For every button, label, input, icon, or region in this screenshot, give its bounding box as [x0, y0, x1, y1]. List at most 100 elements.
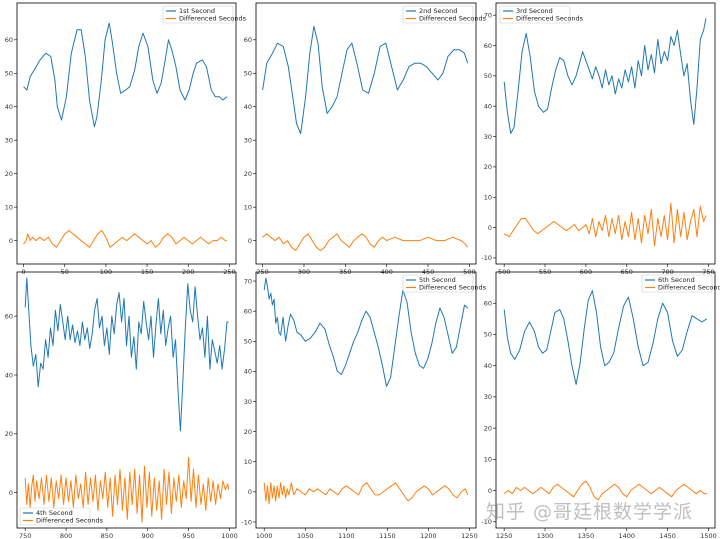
- series-line-signal: [263, 277, 469, 387]
- x-tick-label: 1000: [256, 532, 273, 539]
- legend-label: Differenced Seconds: [179, 15, 247, 23]
- y-tick-label: 70: [484, 11, 492, 19]
- subplot-4: 750 800 850 900 950 1000 0 20 40 60 4th SecondDiff…: [5, 271, 238, 539]
- y-tick-label: -10: [241, 518, 252, 526]
- y-tick-label: 10: [484, 456, 492, 464]
- series-line-signal: [24, 277, 229, 432]
- y-tick-label: 30: [244, 398, 252, 406]
- legend-label: Differenced Seconds: [36, 517, 104, 525]
- x-tick-label: 1000: [221, 532, 238, 539]
- y-tick-label: 0: [9, 489, 13, 497]
- legend-label: 2nd Second: [419, 7, 457, 15]
- y-tick-label: 20: [484, 163, 492, 171]
- watermark: 知乎 @哥廷根数学学派: [486, 501, 694, 523]
- y-tick-label: 10: [244, 203, 252, 211]
- axes-frame: [16, 271, 237, 529]
- y-tick-label: 0: [248, 237, 252, 245]
- y-tick-label: 50: [244, 338, 252, 346]
- legend-box: [19, 507, 91, 526]
- x-tick-label: 950: [182, 532, 194, 539]
- x-tick-label: 1250: [461, 532, 478, 539]
- x-tick-label: 1450: [659, 532, 676, 539]
- x-tick-label: 1200: [420, 532, 437, 539]
- legend-box: [499, 5, 571, 24]
- y-tick-label: 40: [484, 362, 492, 370]
- x-tick-label: 1400: [618, 532, 635, 539]
- y-tick-label: 20: [484, 424, 492, 432]
- legend-box: [641, 274, 713, 293]
- legend-box: [402, 5, 474, 24]
- y-tick-label: 40: [5, 103, 13, 111]
- legend-label: Differenced Seconds: [419, 284, 487, 292]
- axes-frame: [255, 2, 477, 265]
- series-line-differenced: [503, 202, 707, 247]
- y-tick-label: 50: [244, 70, 252, 78]
- y-tick-label: 40: [5, 371, 13, 379]
- y-tick-label: 30: [5, 136, 13, 144]
- legend-label: 4th Second: [36, 509, 73, 517]
- y-tick-label: 50: [5, 70, 13, 78]
- y-tick-label: 10: [5, 203, 13, 211]
- y-tick-label: 10: [484, 194, 492, 202]
- y-tick-label: 0: [248, 488, 252, 496]
- x-tick-label: 1300: [537, 532, 554, 539]
- series-line-signal: [503, 18, 707, 134]
- y-tick-label: 60: [244, 36, 252, 44]
- x-tick-label: 1350: [578, 532, 595, 539]
- x-tick-label: 850: [101, 532, 113, 539]
- series-line-signal: [262, 25, 469, 134]
- x-tick-label: 800: [60, 532, 72, 539]
- y-tick-label: -10: [481, 254, 492, 262]
- x-tick-label: 1250: [496, 532, 513, 539]
- legend-label: 5th Second: [419, 276, 456, 284]
- y-tick-label: 60: [244, 307, 252, 315]
- series-line-signal: [23, 22, 228, 128]
- subplot-5: 1000 1050 1100 1150 1200 1250 -10 0 10 20 30 40 50 60…: [241, 271, 487, 539]
- series-line-differenced: [263, 482, 469, 505]
- y-tick-label: 0: [9, 237, 13, 245]
- legend-label: 3rd Second: [516, 7, 553, 15]
- y-tick-label: 0: [488, 224, 492, 232]
- legend-label: Differenced Seconds: [516, 15, 584, 23]
- legend-label: 1st Second: [179, 7, 215, 15]
- legend-box: [402, 274, 474, 293]
- legend-label: Differenced Seconds: [419, 15, 487, 23]
- series-line-differenced: [262, 233, 469, 252]
- y-tick-label: 40: [244, 103, 252, 111]
- y-tick-label: 60: [5, 312, 13, 320]
- y-tick-label: -10: [481, 518, 492, 526]
- y-tick-label: 20: [5, 170, 13, 178]
- legend-label: Differenced Seconds: [658, 284, 720, 292]
- subplot-3: 500 550 600 650 700 750-100102030405060703rd …: [481, 2, 716, 276]
- subplot-6: 1250 1300 1350 1400 1450 1500 -10 0 10 20 30 40 50 60…: [481, 271, 720, 539]
- axes-frame: [255, 271, 477, 529]
- x-tick-label: 1500: [700, 532, 717, 539]
- series-line-differenced: [24, 456, 230, 523]
- y-tick-label: 60: [484, 300, 492, 308]
- y-tick-label: 40: [244, 368, 252, 376]
- y-tick-label: 60: [5, 36, 13, 44]
- x-tick-label: 1050: [297, 532, 314, 539]
- x-tick-label: 1150: [379, 532, 396, 539]
- legend-label: 6th Second: [658, 276, 695, 284]
- y-tick-label: 40: [484, 102, 492, 110]
- y-tick-label: 30: [484, 393, 492, 401]
- axes-frame: [16, 2, 237, 265]
- series-line-signal: [503, 290, 708, 385]
- y-tick-label: 20: [5, 430, 13, 438]
- y-tick-label: 20: [244, 170, 252, 178]
- y-tick-label: 30: [244, 136, 252, 144]
- y-tick-label: 20: [244, 428, 252, 436]
- y-tick-label: 60: [484, 42, 492, 50]
- series-line-differenced: [503, 480, 707, 501]
- y-tick-label: 10: [244, 458, 252, 466]
